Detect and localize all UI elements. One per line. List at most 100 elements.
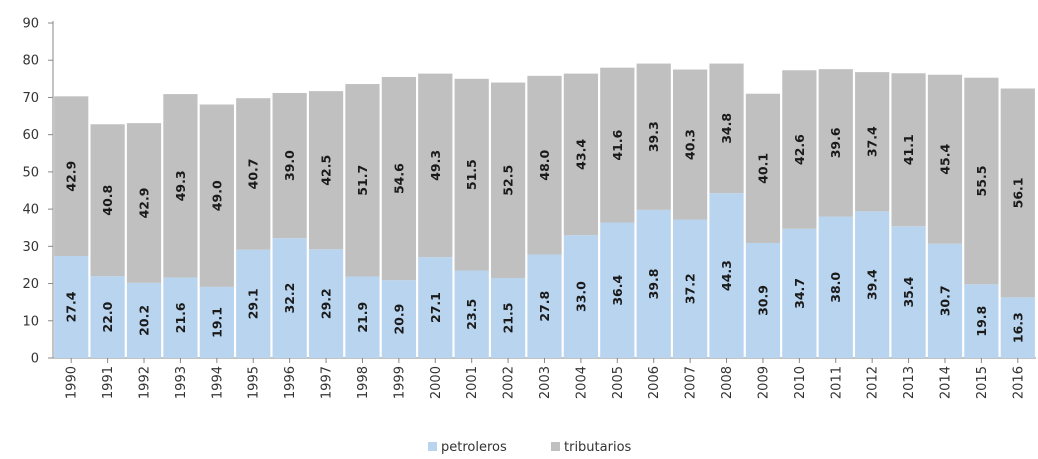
data-label-petroleros: 35.4 (901, 276, 916, 307)
bar-petroleros (527, 254, 562, 358)
data-label-petroleros: 19.8 (974, 306, 989, 337)
bar-tributarios (236, 98, 271, 250)
bar-tributarios (782, 70, 817, 229)
x-tick-label: 2011 (829, 366, 844, 399)
bar-tributarios (163, 94, 198, 278)
legend-label-tributarios: tributarios (564, 440, 632, 455)
bar-petroleros (126, 282, 162, 358)
legend-label-petroleros: petroleros (441, 440, 507, 455)
y-tick-label: 40 (22, 203, 39, 218)
bar-tributarios (818, 69, 853, 217)
x-tick-label: 1996 (283, 366, 298, 399)
bar-tributarios (927, 74, 963, 244)
data-label-petroleros: 39.8 (646, 269, 661, 300)
data-label-tributarios: 41.1 (901, 134, 916, 165)
bar-tributarios (891, 73, 926, 227)
x-tick-label: 2015 (975, 366, 990, 399)
legend-swatch-petroleros (428, 442, 437, 451)
x-tick-label: 2013 (902, 366, 917, 399)
data-label-petroleros: 21.9 (355, 302, 370, 333)
y-tick-label: 30 (22, 240, 39, 255)
bar-petroleros (782, 228, 817, 358)
bar-tributarios (418, 73, 453, 258)
data-label-tributarios: 51.7 (355, 165, 370, 196)
x-tick-label: 2003 (538, 366, 553, 399)
data-label-tributarios: 48.0 (537, 149, 552, 180)
data-label-petroleros: 44.3 (719, 260, 734, 291)
data-label-tributarios: 39.3 (646, 121, 661, 152)
x-tick-label: 1994 (210, 366, 225, 399)
y-tick-label: 70 (22, 91, 39, 106)
x-tick-label: 1993 (174, 366, 189, 399)
data-label-tributarios: 40.7 (246, 159, 261, 190)
data-label-tributarios: 49.3 (428, 150, 443, 181)
data-label-tributarios: 43.4 (573, 139, 588, 170)
data-label-petroleros: 27.1 (428, 292, 443, 323)
x-tick-label: 2008 (720, 366, 735, 399)
data-label-tributarios: 54.6 (391, 163, 406, 194)
bar-petroleros (490, 277, 526, 358)
data-label-petroleros: 19.1 (209, 307, 224, 338)
x-tick-label: 2004 (574, 366, 589, 399)
data-label-tributarios: 52.5 (501, 165, 516, 196)
data-label-tributarios: 51.5 (464, 159, 479, 190)
data-label-petroleros: 32.2 (282, 283, 297, 314)
bar-petroleros (199, 286, 234, 358)
data-label-tributarios: 56.1 (1010, 177, 1025, 208)
data-label-tributarios: 39.0 (282, 150, 297, 181)
data-label-tributarios: 37.4 (865, 126, 880, 157)
data-label-tributarios: 55.5 (974, 166, 989, 197)
bar-petroleros (236, 249, 271, 358)
x-tick-label: 2005 (611, 366, 626, 399)
data-label-petroleros: 22.0 (100, 301, 115, 332)
data-label-tributarios: 49.3 (173, 170, 188, 201)
x-tick-label: 2001 (465, 366, 480, 399)
x-tick-labels: 1990 1991 1992 1993 1994 1995 1996 1997 1998 1999… (65, 366, 1027, 399)
bar-petroleros (272, 238, 307, 358)
bar-petroleros (636, 209, 671, 358)
data-label-petroleros: 29.2 (319, 288, 334, 319)
data-label-petroleros: 34.7 (792, 278, 807, 309)
bar-tributarios (855, 72, 890, 212)
data-label-tributarios: 41.6 (610, 129, 625, 160)
bar-tributarios (1000, 88, 1035, 298)
bar-tributarios (345, 84, 380, 277)
x-tick-label: 2006 (647, 366, 662, 399)
bar-tributarios (308, 91, 344, 250)
bar-tributarios (272, 92, 307, 239)
x-tick-label: 1998 (356, 366, 371, 399)
bar-petroleros (855, 211, 890, 358)
x-tick-label: 2016 (1011, 366, 1026, 399)
data-label-petroleros: 37.2 (683, 273, 698, 304)
y-tick-label: 10 (22, 314, 39, 329)
data-label-petroleros: 16.3 (1010, 312, 1025, 343)
data-label-petroleros: 20.9 (391, 304, 406, 335)
data-label-tributarios: 42.9 (137, 188, 152, 219)
x-tick-label: 2000 (429, 366, 444, 399)
data-label-petroleros: 33.0 (573, 281, 588, 312)
x-tick-label: 1999 (392, 366, 407, 399)
data-label-petroleros: 21.6 (173, 302, 188, 333)
bars (54, 63, 1035, 358)
data-label-petroleros: 38.0 (828, 272, 843, 303)
bar-tributarios (745, 93, 781, 243)
bar-petroleros (563, 235, 599, 358)
x-tick-label: 1997 (320, 366, 335, 399)
y-tick-label: 90 (22, 17, 39, 32)
bar-tributarios (964, 77, 999, 285)
bar-tributarios (126, 123, 162, 283)
bar-petroleros (90, 276, 125, 358)
bar-petroleros (745, 242, 781, 358)
bar-petroleros (673, 219, 708, 358)
data-label-petroleros: 21.5 (501, 303, 516, 334)
bar-tributarios (673, 69, 708, 220)
y-tick-labels: 0 10 20 30 40 50 60 70 80 90 (22, 17, 39, 367)
data-label-tributarios: 40.3 (683, 129, 698, 160)
x-tick-label: 1990 (65, 366, 80, 399)
data-label-tributarios: 45.4 (937, 144, 952, 175)
data-label-tributarios: 34.8 (719, 113, 734, 144)
bar-petroleros (345, 276, 380, 358)
data-label-petroleros: 39.4 (865, 269, 880, 300)
data-label-petroleros: 23.5 (464, 299, 479, 330)
